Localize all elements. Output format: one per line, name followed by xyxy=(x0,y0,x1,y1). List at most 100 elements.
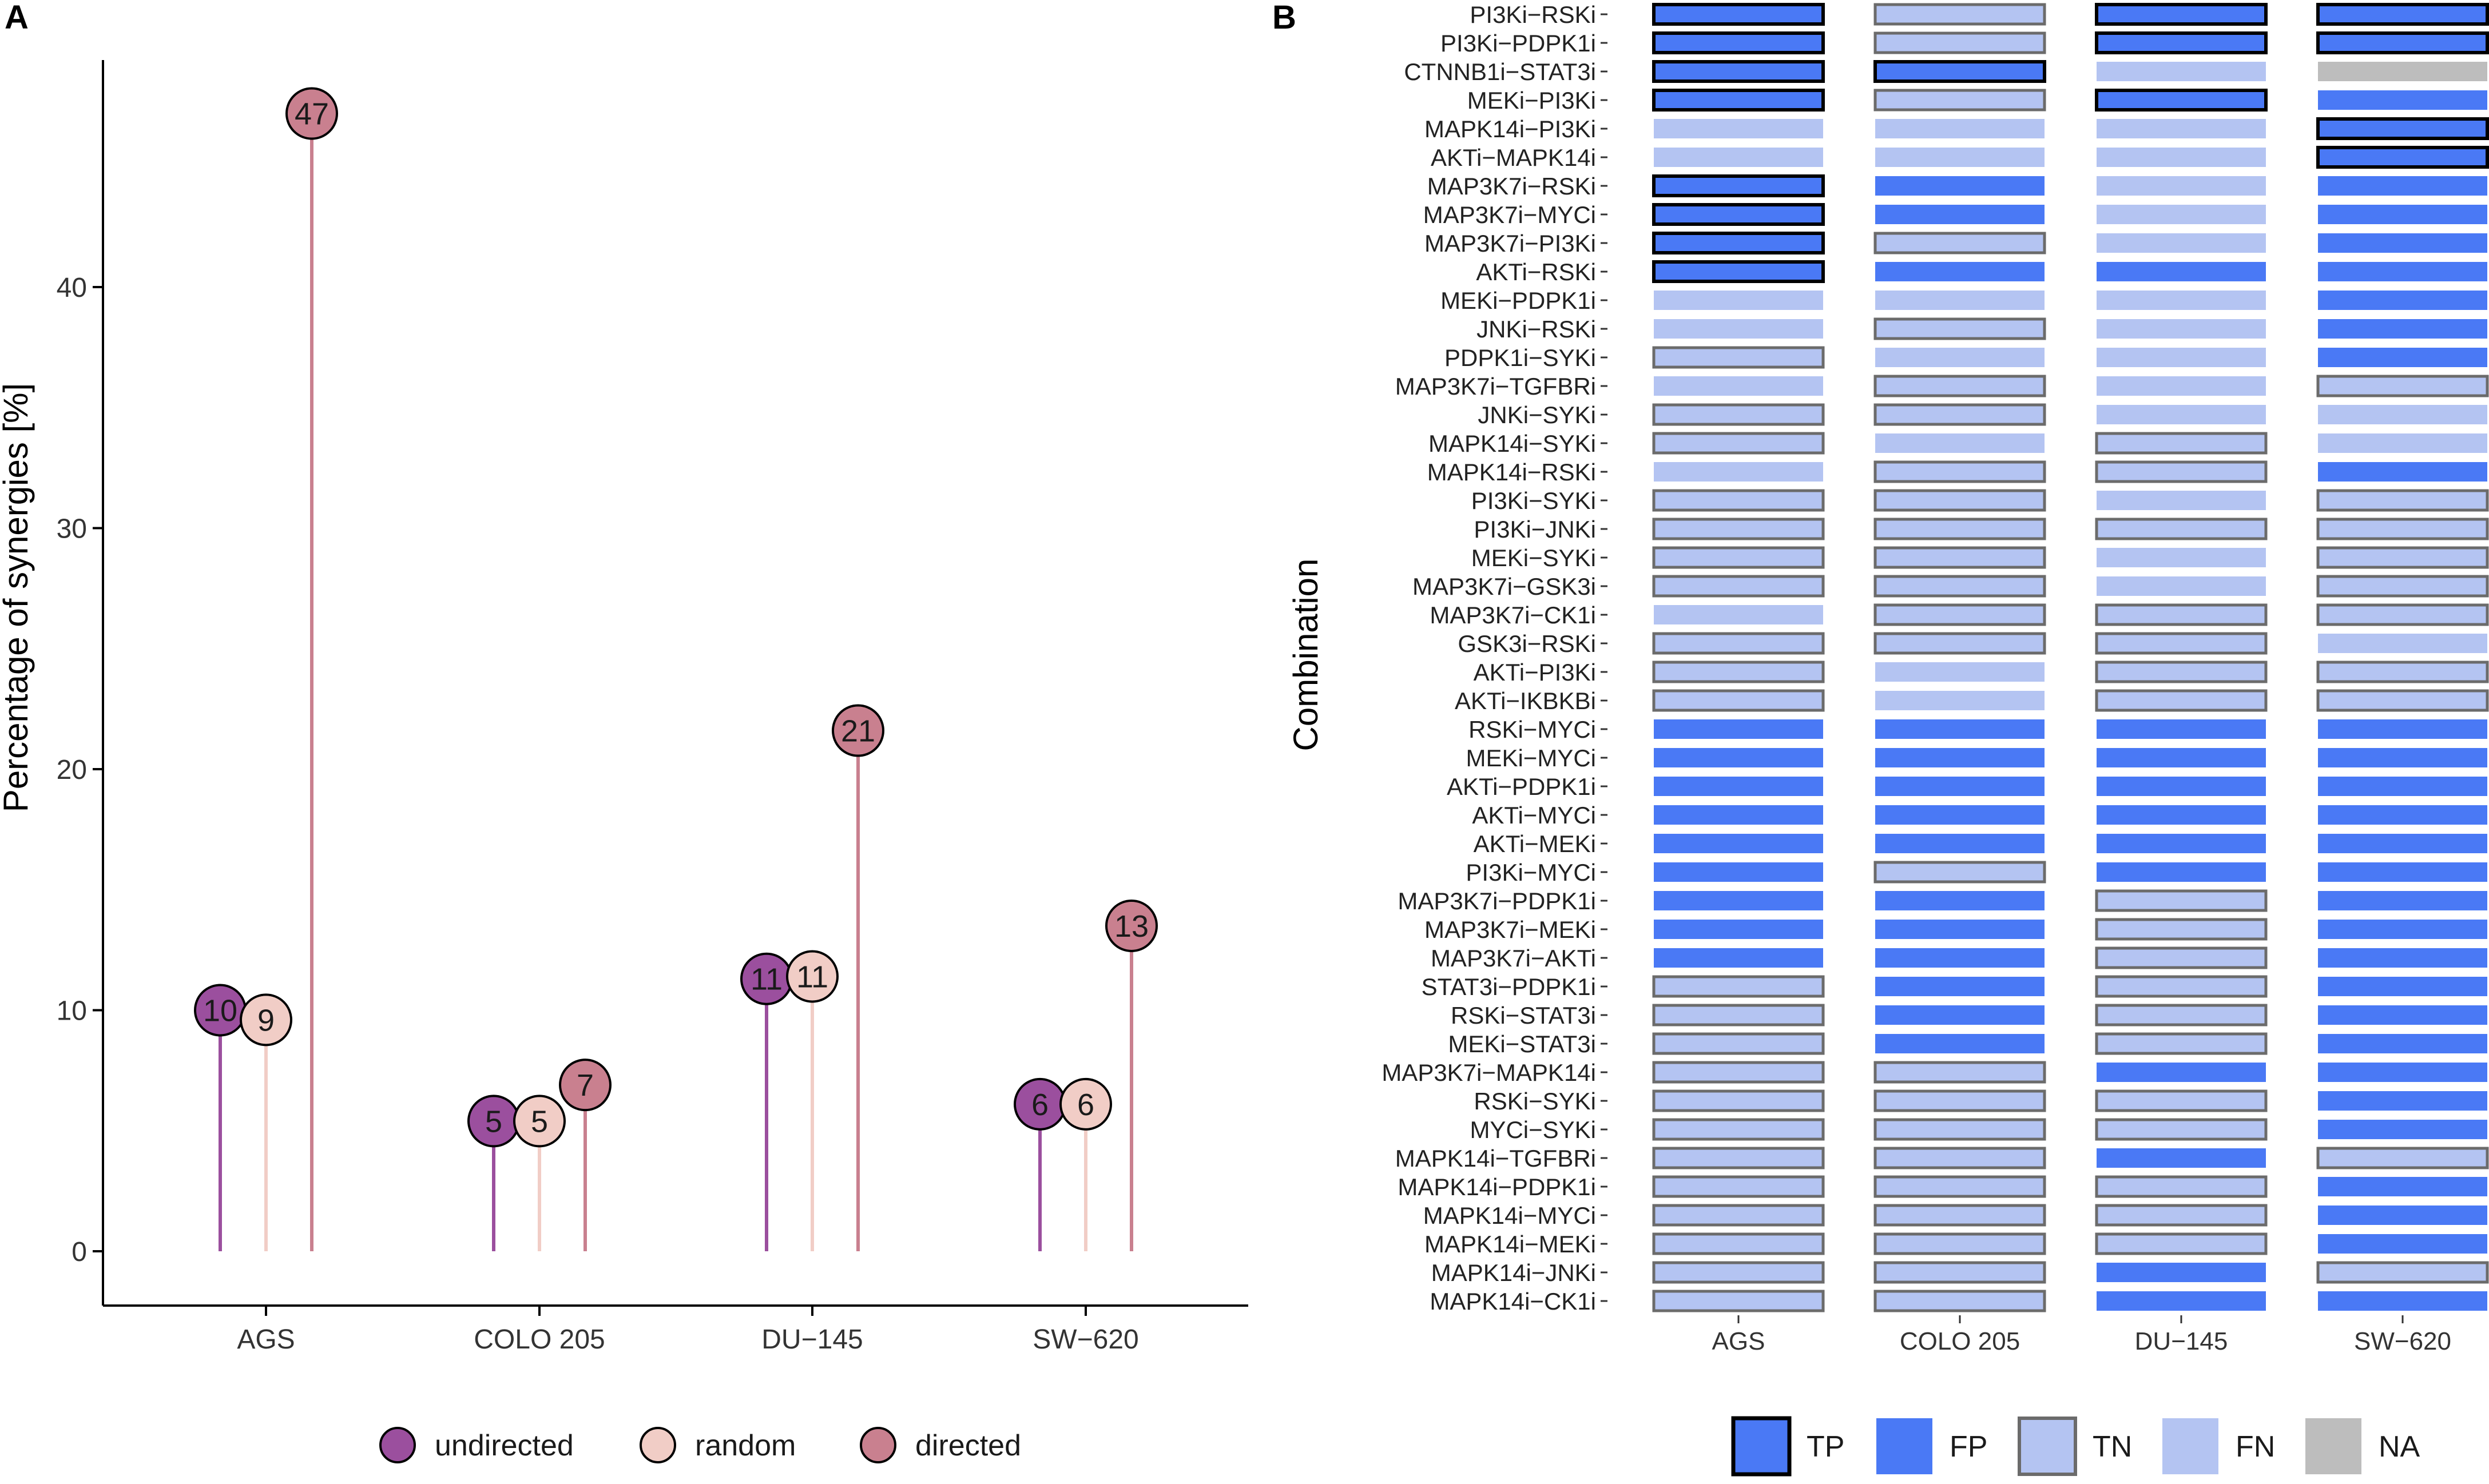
cell-akti-ikbkbi-sw-620-tn xyxy=(2316,689,2489,712)
cell-rski-myci-colo-205-fp xyxy=(1875,719,2045,739)
cell-mapk14i-syki-du-145-tn xyxy=(2095,432,2268,455)
panel-a-legend: undirected random directed xyxy=(379,1427,1021,1463)
panel-a-x-ticks: AGS COLO 205 DU−145 SW−620 xyxy=(237,1306,1139,1355)
cell-gsk3i-rski-ags-tn xyxy=(1652,632,1825,655)
cell-akti-mapk14i-sw-620-tp xyxy=(2316,146,2489,169)
row-label-rski-myci: RSKi−MYCi xyxy=(1468,716,1596,743)
cell-map3k7i-rski-colo-205-fp xyxy=(1875,176,2045,196)
row-label-akti-ikbkbi: AKTi−IKBKBi xyxy=(1455,687,1596,714)
row-label-rski-stat3i: RSKi−STAT3i xyxy=(1451,1002,1596,1029)
row-label-map3k7i-tgfbri: MAP3K7i−TGFBRi xyxy=(1395,373,1596,400)
row-label-pi3ki-jnki: PI3Ki−JNKi xyxy=(1474,516,1596,543)
cell-map3k7i-myci-ags-tp xyxy=(1652,203,1825,226)
cell-akti-mapk14i-ags-fn xyxy=(1654,148,1823,167)
row-label-meki-myci: MEKi−MYCi xyxy=(1466,745,1596,771)
cell-jnki-syki-du-145-fn xyxy=(2097,405,2266,424)
cell-rski-stat3i-sw-620-fp xyxy=(2318,1005,2487,1025)
row-label-pi3ki-myci: PI3Ki−MYCi xyxy=(1466,859,1596,886)
cell-ctnnb1i-stat3i-ags-tp xyxy=(1652,60,1825,83)
cell-rski-myci-ags-fp xyxy=(1654,719,1823,739)
cell-gsk3i-rski-sw-620-fn xyxy=(2318,634,2487,653)
cell-pi3ki-rski-ags-tp xyxy=(1652,3,1825,26)
row-label-mapk14i-ck1i: MAPK14i−CK1i xyxy=(1430,1288,1596,1315)
y-tick-label: 0 xyxy=(72,1237,87,1267)
cell-akti-rski-sw-620-fp xyxy=(2318,262,2487,281)
cell-pdpk1i-syki-colo-205-fn xyxy=(1875,348,2045,367)
cell-map3k7i-meki-ags-fp xyxy=(1654,920,1823,939)
cell-mapk14i-jnki-du-145-fp xyxy=(2097,1263,2266,1282)
x-tick-label-du-145: DU−145 xyxy=(2135,1327,2228,1355)
cell-map3k7i-pi3ki-ags-tp xyxy=(1652,232,1825,254)
cell-mapk14i-tgfbri-du-145-fp xyxy=(2097,1148,2266,1168)
cell-mapk14i-rski-du-145-tn xyxy=(2095,460,2268,483)
cell-akti-myci-ags-fp xyxy=(1654,805,1823,825)
cell-map3k7i-gsk3i-sw-620-tn xyxy=(2316,575,2489,598)
cell-pi3ki-rski-colo-205-tn xyxy=(1873,3,2046,26)
data-label-random-colo-205: 5 xyxy=(531,1104,548,1139)
cell-map3k7i-gsk3i-du-145-fn xyxy=(2097,576,2266,596)
legend-swatch-directed xyxy=(860,1427,896,1463)
cell-mapk14i-meki-ags-tn xyxy=(1652,1232,1825,1255)
row-label-akti-rski: AKTi−RSKi xyxy=(1476,258,1596,285)
cell-meki-stat3i-sw-620-fp xyxy=(2318,1034,2487,1053)
cell-meki-pi3ki-colo-205-tn xyxy=(1873,89,2046,112)
legend-label-tn: TN xyxy=(2093,1430,2132,1463)
cell-mapk14i-ck1i-du-145-fp xyxy=(2097,1291,2266,1311)
legend-label-fn: FN xyxy=(2236,1430,2275,1463)
cell-pi3ki-pdpk1i-du-145-tp xyxy=(2095,31,2268,54)
cell-stat3i-pdpk1i-colo-205-fp xyxy=(1875,977,2045,996)
row-label-pdpk1i-syki: PDPK1i−SYKi xyxy=(1444,344,1596,371)
data-label-random-du-145: 11 xyxy=(796,960,828,994)
legend-label-tp: TP xyxy=(1807,1430,1844,1463)
cell-meki-pdpk1i-sw-620-fp xyxy=(2318,291,2487,310)
panel-b-y-axis-label: Combination xyxy=(1287,559,1325,751)
cell-gsk3i-rski-colo-205-tn xyxy=(1873,632,2046,655)
data-label-directed-sw-620: 13 xyxy=(1114,909,1149,944)
legend-swatch-tp xyxy=(1731,1416,1792,1477)
cell-akti-rski-ags-tp xyxy=(1652,260,1825,283)
cell-jnki-rski-sw-620-fp xyxy=(2318,319,2487,339)
cell-mapk14i-meki-colo-205-tn xyxy=(1873,1232,2046,1255)
cell-meki-syki-du-145-fn xyxy=(2097,548,2266,567)
cell-map3k7i-akti-du-145-tn xyxy=(2095,946,2268,969)
cell-pi3ki-rski-sw-620-tp xyxy=(2316,3,2489,26)
cell-mapk14i-tgfbri-ags-tn xyxy=(1652,1147,1825,1169)
y-tick-label: 30 xyxy=(57,514,87,544)
x-tick-label-sw-620: SW−620 xyxy=(2354,1327,2451,1355)
cell-pi3ki-pdpk1i-ags-tp xyxy=(1652,31,1825,54)
cell-jnki-rski-du-145-fn xyxy=(2097,319,2266,339)
cell-map3k7i-akti-ags-fp xyxy=(1654,948,1823,968)
cell-akti-pdpk1i-ags-fp xyxy=(1654,777,1823,796)
cell-meki-syki-sw-620-tn xyxy=(2316,546,2489,569)
cell-map3k7i-gsk3i-colo-205-tn xyxy=(1873,575,2046,598)
cell-akti-pdpk1i-du-145-fp xyxy=(2097,777,2266,796)
legend-label-na: NA xyxy=(2379,1430,2420,1463)
cell-akti-pi3ki-colo-205-fn xyxy=(1875,662,2045,682)
cell-map3k7i-mapk14i-ags-tn xyxy=(1652,1061,1825,1084)
row-label-akti-mapk14i: AKTi−MAPK14i xyxy=(1431,144,1596,171)
cell-map3k7i-ck1i-sw-620-tn xyxy=(2316,603,2489,626)
y-tick-label: 20 xyxy=(57,755,87,785)
legend-label-random: random xyxy=(695,1429,796,1462)
cell-mapk14i-rski-colo-205-tn xyxy=(1873,460,2046,483)
legend-swatch-fp xyxy=(1876,1418,1932,1474)
cell-akti-myci-sw-620-fp xyxy=(2318,805,2487,825)
cell-map3k7i-pdpk1i-colo-205-fp xyxy=(1875,891,2045,910)
row-label-mapk14i-pdpk1i: MAPK14i−PDPK1i xyxy=(1398,1173,1596,1200)
cell-mapk14i-syki-sw-620-fn xyxy=(2318,433,2487,453)
x-tick-label-sw-620: SW−620 xyxy=(1033,1324,1138,1355)
cell-akti-rski-du-145-fp xyxy=(2097,262,2266,281)
cell-mapk14i-pdpk1i-sw-620-fp xyxy=(2318,1177,2487,1196)
cell-mapk14i-pdpk1i-du-145-tn xyxy=(2095,1175,2268,1198)
cell-akti-pdpk1i-sw-620-fp xyxy=(2318,777,2487,796)
legend-swatch-fn xyxy=(2162,1418,2218,1474)
cell-map3k7i-gsk3i-ags-tn xyxy=(1652,575,1825,598)
row-label-ctnnb1i-stat3i: CTNNB1i−STAT3i xyxy=(1404,58,1596,85)
cell-mapk14i-tgfbri-sw-620-tn xyxy=(2316,1147,2489,1169)
panel-a-label: A xyxy=(5,0,29,36)
legend-label-directed: directed xyxy=(915,1429,1021,1462)
cell-map3k7i-myci-sw-620-fp xyxy=(2318,205,2487,224)
row-label-mapk14i-tgfbri: MAPK14i−TGFBRi xyxy=(1395,1145,1596,1172)
cell-map3k7i-pdpk1i-ags-fp xyxy=(1654,891,1823,910)
cell-meki-pdpk1i-colo-205-fn xyxy=(1875,291,2045,310)
